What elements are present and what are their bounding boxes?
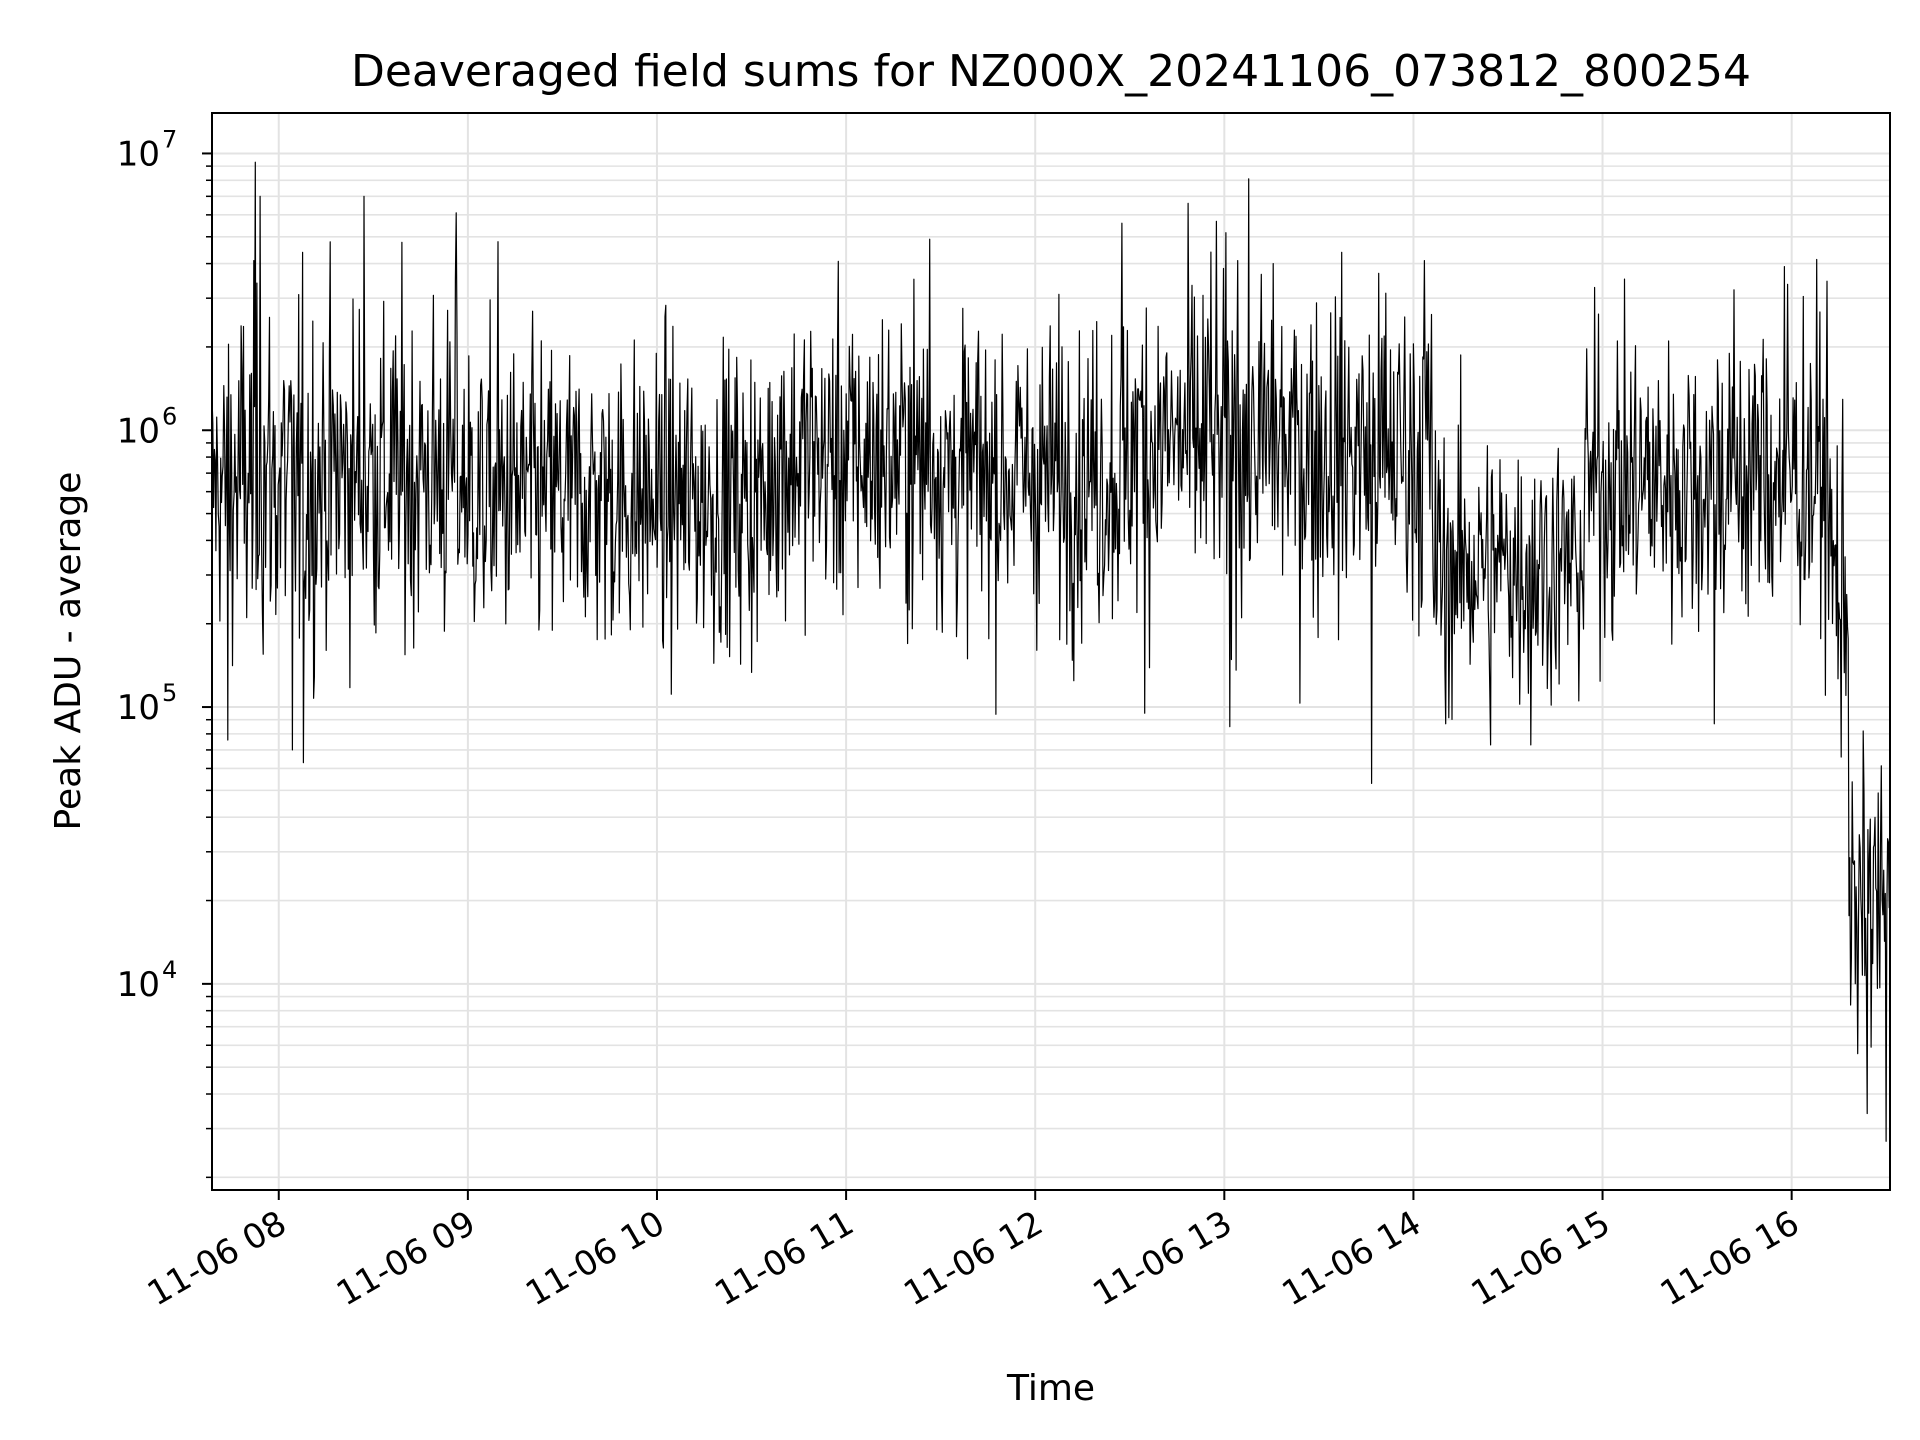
y-tick-exponent: 7 <box>162 125 177 153</box>
y-axis-label: Peak ADU - average <box>48 472 89 831</box>
y-tick-exponent: 6 <box>162 402 177 430</box>
y-tick-exponent: 5 <box>162 679 177 707</box>
y-tick-label: 10 <box>117 411 160 451</box>
y-tick-label: 10 <box>117 965 160 1005</box>
x-axis-label: Time <box>1006 1368 1095 1409</box>
grid <box>212 113 1890 1190</box>
chart-title: Deaveraged field sums for NZ000X_2024110… <box>351 46 1751 97</box>
plot-frame <box>211 112 1891 1191</box>
series-line-group <box>211 161 1891 1142</box>
y-tick-label: 10 <box>117 134 160 174</box>
series-line <box>211 161 1891 1142</box>
y-tick-label: 10 <box>117 688 160 728</box>
y-tick-exponent: 4 <box>162 956 177 984</box>
